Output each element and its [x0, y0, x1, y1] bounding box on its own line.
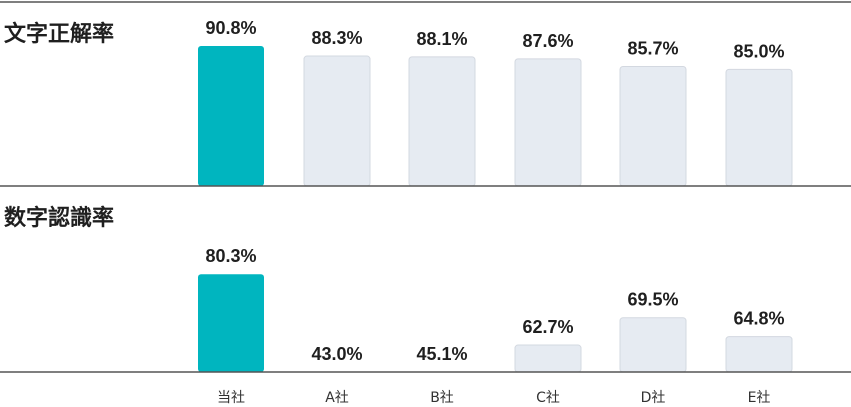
category-label-4: D社: [641, 390, 666, 406]
category-label-0: 当社: [217, 390, 245, 406]
bar-digit-0: [198, 274, 264, 372]
bar-accuracy-0: [198, 46, 264, 186]
bar-accuracy-3: [514, 58, 582, 187]
value-label-digit-4: 69.5%: [627, 290, 678, 310]
bar-digit-4: [619, 317, 687, 373]
value-label-accuracy-3: 87.6%: [522, 31, 573, 51]
panel-title-text-accuracy: 文字正解率: [4, 21, 114, 47]
value-label-accuracy-4: 85.7%: [627, 39, 678, 59]
value-label-digit-3: 62.7%: [522, 317, 573, 337]
value-label-digit-5: 64.8%: [733, 309, 784, 329]
value-label-digit-1: 43.0%: [311, 344, 362, 364]
bar-accuracy-1: [303, 55, 371, 187]
category-label-2: B社: [430, 390, 454, 406]
bar-digit-3: [514, 344, 582, 373]
value-label-accuracy-5: 85.0%: [733, 41, 784, 61]
panel-title-digit-recognition: 数字認識率: [4, 205, 114, 231]
category-label-3: C社: [536, 390, 560, 406]
value-label-accuracy-0: 90.8%: [205, 18, 256, 38]
category-label-5: E社: [748, 390, 771, 406]
bar-accuracy-5: [725, 68, 793, 187]
value-label-accuracy-2: 88.1%: [416, 29, 467, 49]
bar-digit-5: [725, 336, 793, 373]
category-label-1: A社: [325, 390, 349, 406]
bar-accuracy-2: [408, 56, 476, 187]
value-label-digit-2: 45.1%: [416, 344, 467, 364]
value-label-digit-0: 80.3%: [205, 246, 256, 266]
value-label-accuracy-1: 88.3%: [311, 28, 362, 48]
bar-accuracy-4: [619, 66, 687, 187]
